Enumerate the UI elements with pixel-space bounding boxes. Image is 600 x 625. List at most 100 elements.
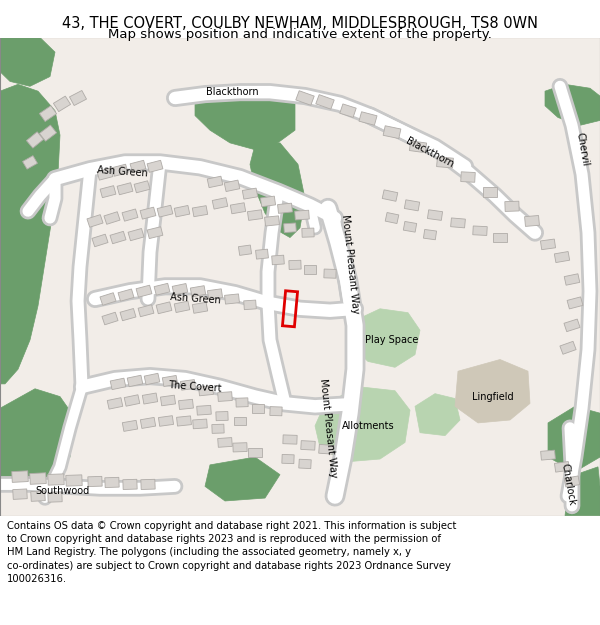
Bar (565, 476, 580, 487)
Bar (172, 284, 188, 295)
Bar (230, 202, 245, 214)
Polygon shape (350, 309, 420, 368)
Text: Chervil: Chervil (574, 132, 590, 168)
Bar (174, 206, 190, 217)
Bar (118, 289, 134, 301)
Bar (176, 416, 191, 426)
Bar (160, 395, 176, 406)
Bar (409, 141, 427, 152)
Bar (283, 291, 298, 327)
Bar (242, 188, 257, 199)
Bar (248, 448, 262, 457)
Bar (278, 203, 292, 213)
Polygon shape (0, 84, 60, 384)
Bar (122, 209, 138, 221)
Bar (157, 205, 173, 217)
Bar (265, 216, 280, 226)
Bar (233, 442, 247, 452)
Bar (564, 319, 580, 332)
Bar (218, 392, 232, 401)
Bar (382, 190, 398, 201)
Bar (193, 206, 208, 217)
Bar (247, 210, 263, 221)
Bar (147, 227, 163, 239)
Bar (282, 454, 294, 464)
Polygon shape (548, 406, 600, 472)
Bar (26, 132, 44, 148)
Bar (505, 201, 519, 211)
Bar (541, 450, 556, 460)
Bar (554, 461, 569, 472)
Bar (23, 156, 37, 169)
Bar (451, 218, 466, 228)
Bar (48, 492, 62, 502)
Polygon shape (455, 359, 530, 423)
Bar (88, 476, 102, 487)
Bar (404, 200, 419, 211)
Bar (141, 479, 155, 489)
Bar (199, 386, 214, 396)
Bar (208, 289, 223, 299)
Polygon shape (250, 143, 305, 238)
Polygon shape (565, 467, 600, 516)
Bar (40, 106, 56, 121)
Text: Lingfield: Lingfield (472, 392, 514, 402)
Polygon shape (195, 84, 295, 150)
Bar (304, 266, 316, 274)
Bar (136, 285, 152, 298)
Bar (302, 228, 314, 238)
Polygon shape (315, 387, 410, 462)
Bar (284, 223, 296, 232)
Bar (158, 416, 173, 426)
Bar (105, 478, 119, 488)
Text: Southwood: Southwood (35, 486, 89, 496)
Bar (142, 393, 158, 404)
Bar (40, 125, 56, 141)
Bar (324, 269, 336, 278)
Bar (110, 231, 126, 244)
Bar (147, 160, 163, 172)
Bar (124, 395, 140, 406)
Bar (301, 441, 315, 450)
Bar (100, 292, 116, 305)
Bar (224, 294, 239, 304)
Bar (207, 176, 223, 187)
Bar (256, 249, 268, 259)
Bar (567, 297, 583, 309)
Polygon shape (0, 389, 75, 491)
Bar (218, 438, 232, 448)
Text: Charlock: Charlock (559, 462, 577, 506)
Bar (128, 229, 144, 241)
Bar (560, 341, 576, 354)
Bar (483, 187, 497, 196)
Bar (296, 91, 314, 105)
Bar (461, 172, 475, 182)
Text: Mount Pleasant Way: Mount Pleasant Way (318, 378, 338, 478)
Bar (340, 104, 356, 118)
Bar (127, 375, 143, 387)
Bar (493, 233, 507, 242)
Bar (48, 474, 64, 485)
Text: Map shows position and indicative extent of the property.: Map shows position and indicative extent… (108, 28, 492, 41)
Text: Contains OS data © Crown copyright and database right 2021. This information is : Contains OS data © Crown copyright and d… (7, 521, 457, 584)
Text: 43, THE COVERT, COULBY NEWHAM, MIDDLESBROUGH, TS8 0WN: 43, THE COVERT, COULBY NEWHAM, MIDDLESBR… (62, 16, 538, 31)
Text: The Covert: The Covert (168, 380, 222, 394)
Bar (564, 274, 580, 285)
Polygon shape (0, 38, 55, 86)
Bar (156, 302, 172, 314)
Bar (104, 212, 120, 224)
Bar (359, 112, 377, 125)
Bar (212, 198, 228, 209)
Bar (234, 417, 246, 426)
Polygon shape (545, 84, 600, 126)
Bar (13, 489, 27, 499)
Bar (97, 168, 113, 180)
Bar (216, 411, 228, 421)
Bar (238, 245, 251, 256)
Text: Play Space: Play Space (365, 335, 419, 345)
Text: Allotments: Allotments (341, 421, 394, 431)
Bar (554, 251, 569, 262)
Text: Blackthorn: Blackthorn (404, 136, 455, 169)
Bar (319, 444, 333, 454)
Bar (236, 398, 248, 407)
